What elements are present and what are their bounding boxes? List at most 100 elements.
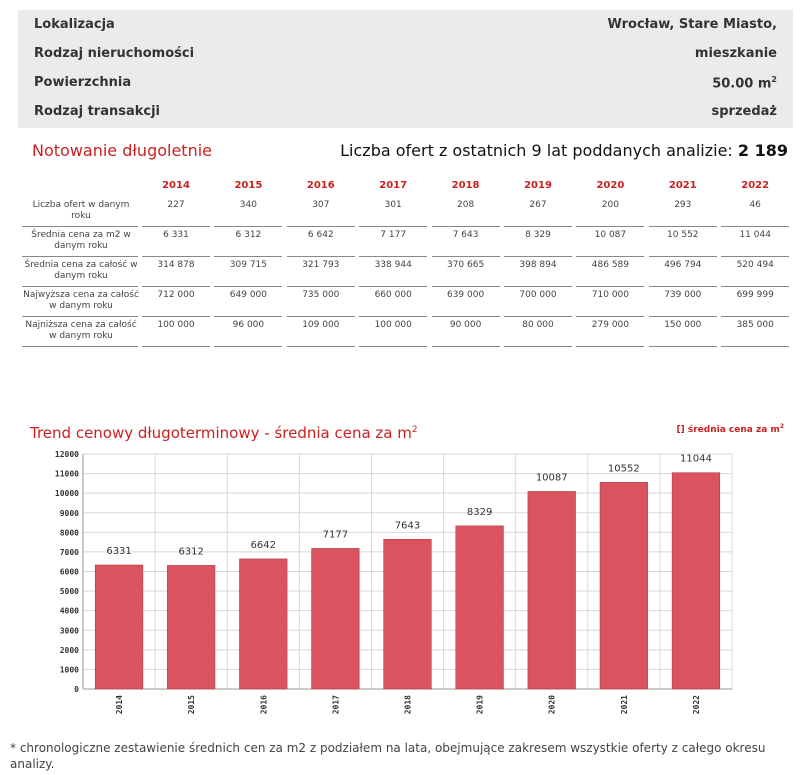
row-separator [142, 256, 210, 257]
table-cell: 109 000 [302, 320, 340, 330]
table-cell: 314 878 [157, 260, 195, 270]
info-value: mieszkanie [694, 46, 777, 61]
row-separator [721, 226, 790, 227]
row-separator [431, 286, 500, 287]
table-cell: 6 642 [307, 230, 334, 240]
row-separator [22, 316, 138, 317]
table-cell: 712 000 [157, 290, 195, 300]
row-separator [504, 226, 572, 227]
offers-count: 2 189 [737, 141, 788, 160]
area-value: 50.00 m [712, 76, 772, 92]
table-cell: 385 000 [736, 320, 774, 330]
table-cell: 301 [384, 200, 402, 210]
row-separator [648, 316, 717, 317]
table-cell: 10 552 [667, 230, 699, 240]
table-cell: 520 494 [736, 260, 774, 270]
table-cell: 486 589 [591, 260, 629, 270]
row-separator [431, 316, 500, 317]
table-cell: 8 329 [525, 230, 551, 240]
row-separator [214, 256, 283, 257]
table-cell: 639 000 [446, 290, 485, 300]
table-cell: 267 [529, 200, 547, 210]
price-trend-chart: 0 1000 2000 3000 4000 5000 6000 7000 8000 9000 100… [55, 450, 733, 714]
row-separator [142, 286, 210, 287]
row-separator [431, 256, 500, 257]
row-separator [721, 286, 790, 287]
table-row: Najwyższa cena za całość w danym roku 712… [22, 288, 790, 317]
table-cell: 6 312 [235, 230, 262, 240]
year-header: 2017 [379, 180, 408, 191]
row-label: Najwyższa cena za całość w danym roku [23, 290, 139, 311]
y-tick-label: 6000 [60, 568, 79, 577]
table-cell: 279 000 [591, 320, 629, 330]
row-label: Liczba ofert w danym roku [32, 200, 130, 221]
legend-exponent: 2 [779, 423, 784, 430]
table-cell: 309 715 [229, 260, 267, 270]
row-separator [504, 346, 572, 347]
row-separator [648, 226, 717, 227]
data-label: 11044 [680, 454, 712, 465]
table-cell: 90 000 [449, 320, 482, 330]
offers-summary: Liczba ofert z ostatnich 9 lat poddanych… [340, 141, 788, 160]
table-cell: 6 331 [163, 230, 189, 240]
row-separator [142, 346, 210, 347]
table-cell: 699 999 [736, 290, 774, 300]
row-separator [359, 256, 428, 257]
row-separator [576, 316, 645, 317]
table-row: Średnia cena za m2 w danym roku 6 331 6 31… [22, 228, 790, 257]
data-label: 6312 [178, 546, 203, 557]
bar [167, 565, 216, 690]
bar [527, 491, 576, 690]
table-cell: 739 000 [664, 290, 702, 300]
table-cell: 227 [167, 200, 185, 210]
row-label: Średnia cena za całość w danym roku [24, 260, 138, 281]
row-separator [286, 346, 355, 347]
table-cell: 150 000 [664, 320, 702, 330]
row-separator [576, 346, 645, 347]
bar [311, 548, 360, 690]
info-label: Rodzaj transakcji [34, 104, 160, 119]
row-separator [22, 286, 138, 287]
row-separator [214, 226, 283, 227]
row-separator [721, 316, 790, 317]
table-header-row: 2014 2015 2016 2017 2018 2019 2020 2021 2022 [22, 174, 788, 198]
table-cell: 80 000 [522, 320, 554, 330]
table-cell: 7 643 [452, 230, 479, 240]
chart-title-text: Trend cenowy długoterminowy - średnia ce… [30, 424, 412, 442]
table-cell: 649 000 [229, 290, 267, 300]
y-tick-label: 5000 [60, 587, 79, 596]
row-separator [431, 346, 500, 347]
y-tick-label: 7000 [60, 548, 79, 557]
data-label: 7177 [323, 529, 348, 540]
bar [94, 564, 144, 690]
year-header: 2016 [306, 180, 335, 191]
row-separator [214, 346, 283, 347]
table-cell: 307 [312, 200, 330, 210]
x-tick-label: 2015 [187, 695, 196, 714]
table-cell: 208 [457, 200, 475, 210]
data-label: 8329 [467, 507, 492, 518]
table-cell: 660 000 [374, 290, 412, 300]
year-header: 2019 [524, 180, 552, 191]
row-separator [504, 286, 572, 287]
row-separator [576, 256, 645, 257]
row-separator [359, 286, 428, 287]
row-label: Średnia cena za m2 w danym roku [31, 230, 131, 251]
row-separator [431, 226, 500, 227]
table-cell: 496 794 [664, 260, 702, 270]
table-cell: 321 793 [302, 260, 340, 270]
row-separator [576, 286, 645, 287]
data-label: 10552 [608, 463, 640, 474]
x-tick-label: 2022 [692, 695, 701, 714]
row-separator [721, 256, 790, 257]
row-separator [142, 316, 210, 317]
y-tick-label: 1000 [60, 665, 79, 674]
section-title: Notowanie długoletnie [32, 141, 213, 160]
table-cell: 735 000 [302, 290, 340, 300]
chart-legend: [] średnia cena za m2 [677, 423, 784, 435]
info-row-area: Powierzchnia 50.00 m2 [18, 68, 793, 97]
chart-title: Trend cenowy długoterminowy - średnia ce… [30, 424, 418, 442]
y-tick-label: 12000 [55, 450, 79, 459]
row-separator [504, 256, 572, 257]
legend-label: [] średnia cena za m [676, 425, 780, 435]
